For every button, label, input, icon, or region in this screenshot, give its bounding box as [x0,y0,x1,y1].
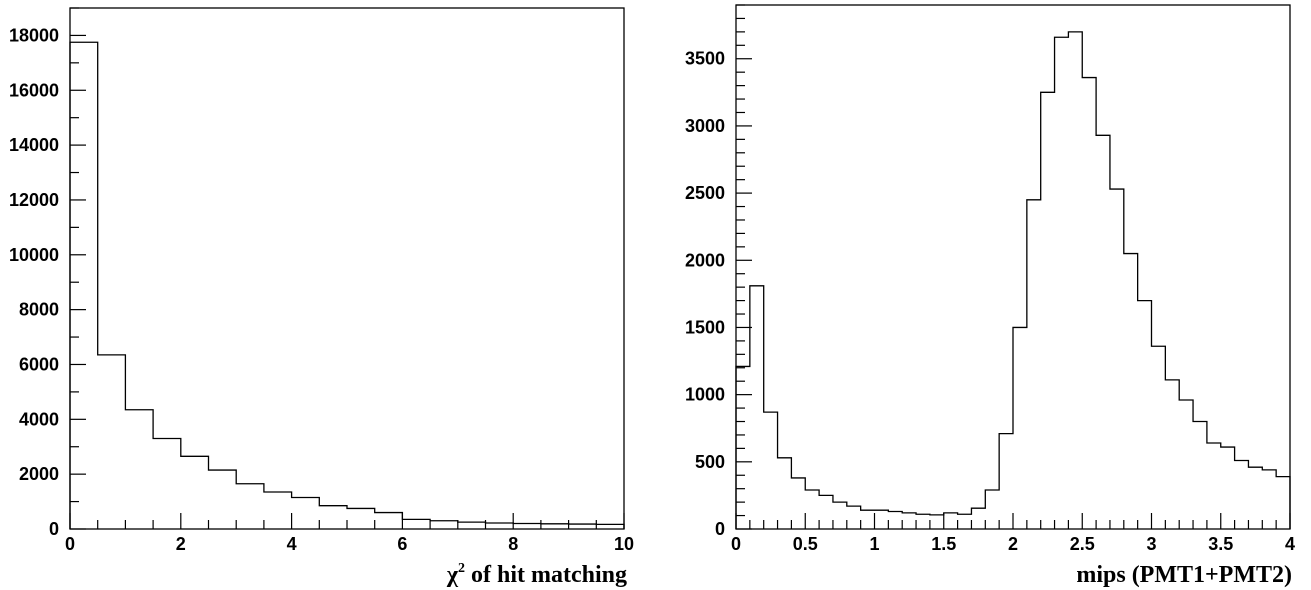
y-tick-label: 14000 [9,135,59,155]
tick-labels-left: 0 2 4 6 8 10 0 2000 4000 6000 8000 10000 12000 14000 1… [9,25,634,554]
tick-marks-right [735,4,1291,530]
y-tick-label: 3000 [685,116,725,136]
y-tick-label: 1500 [685,317,725,337]
x-tick-label: 2 [1008,534,1018,554]
y-tick-label: 12000 [9,190,59,210]
y-tick-label: 8000 [19,300,59,320]
x-tick-label: 6 [397,534,407,554]
tick-marks-left [69,7,625,530]
y-tick-label: 2000 [19,464,59,484]
x-tick-label: 3 [1146,534,1156,554]
y-tick-label: 1000 [685,385,725,405]
y-tick-label: 2500 [685,183,725,203]
y-tick-label: 6000 [19,354,59,374]
histogram-chi2 [69,41,625,529]
x-tick-label: 4 [287,534,297,554]
x-tick-label: 2 [176,534,186,554]
y-tick-label: 10000 [9,245,59,265]
x-tick-label: 0 [731,534,741,554]
y-tick-label: 0 [49,519,59,539]
x-tick-label: 1 [869,534,879,554]
plot-frame-right [735,4,1291,530]
x-tick-label: 2.5 [1070,534,1095,554]
x-axis-title-right: mips (PMT1+PMT2) [1076,562,1292,588]
y-tick-label: 500 [695,452,725,472]
y-tick-label: 0 [715,519,725,539]
histogram-mips [735,31,1291,529]
x-tick-label: 1.5 [931,534,956,554]
tick-labels-right: 0 0.5 1 1.5 2 2.5 3 3.5 4 0 500 1000 1500 2000 2500 300… [685,49,1295,554]
chart-mips: 0 0.5 1 1.5 2 2.5 3 3.5 4 0 500 1000 1500 2000 2500 300… [685,4,1295,588]
x-tick-label: 3.5 [1208,534,1233,554]
y-tick-label: 16000 [9,80,59,100]
chart-chi2-hit-matching: 0 2 4 6 8 10 0 2000 4000 6000 8000 10000 12000 14000 1… [9,7,634,588]
y-tick-label: 2000 [685,250,725,270]
y-tick-label: 18000 [9,25,59,45]
x-tick-label: 8 [508,534,518,554]
y-tick-label: 4000 [19,409,59,429]
y-tick-label: 3500 [685,49,725,69]
plot-frame-left [69,7,625,530]
x-tick-label: 0.5 [793,534,818,554]
x-tick-label: 10 [614,534,634,554]
x-tick-label: 0 [65,534,75,554]
x-tick-label: 4 [1285,534,1295,554]
x-axis-title-left: χ2 of hit matching [446,561,627,588]
